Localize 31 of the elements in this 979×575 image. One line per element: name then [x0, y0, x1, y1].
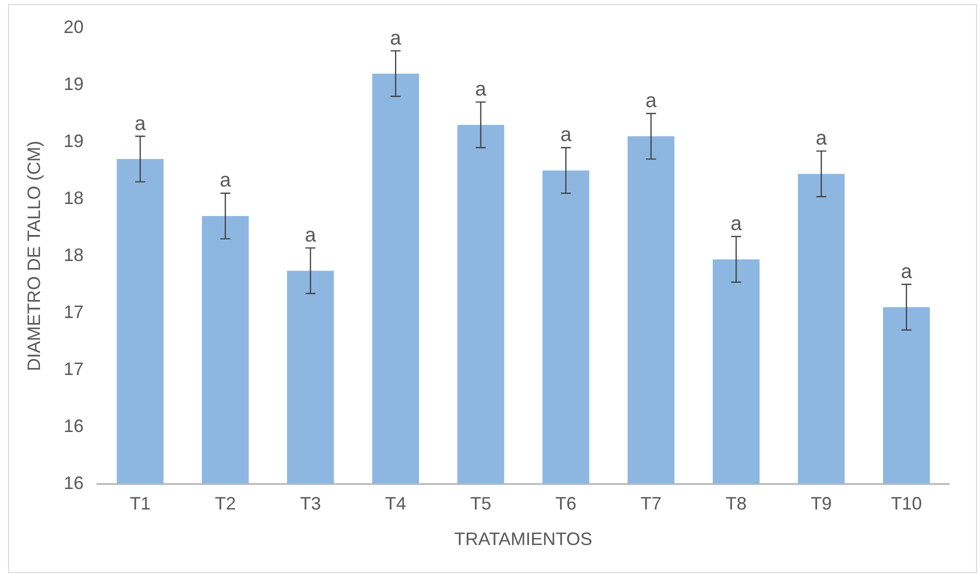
x-tick-label: T1 [130, 494, 151, 514]
y-tick-label: 20 [64, 16, 84, 37]
y-tick-label: 16 [64, 416, 84, 436]
y-tick-label: 17 [64, 302, 84, 322]
x-tick-label: T5 [470, 494, 492, 514]
x-axis-title: TRATAMIENTOS [454, 529, 592, 550]
annotation: a [730, 213, 743, 236]
annotation: a [816, 128, 828, 150]
x-tick-label: T6 [555, 494, 576, 514]
annotation: a [220, 170, 232, 192]
x-tick-label: T4 [385, 494, 406, 514]
x-tick-label: T10 [890, 494, 922, 514]
x-tick-label: T2 [214, 494, 236, 514]
annotation: a [390, 27, 402, 50]
annotation: a [475, 78, 488, 101]
y-axis-title: DIAMETRO DE TALLO (CM) [24, 140, 44, 372]
annotation: a [304, 224, 317, 246]
y-tick-label: 16 [64, 472, 84, 493]
annotation: a [645, 90, 658, 112]
x-tick-label: T3 [300, 494, 321, 514]
y-tick-label: 17 [64, 358, 84, 379]
annotation: a [560, 124, 572, 146]
x-tick-label: T7 [640, 494, 662, 514]
x-tick-label: T8 [726, 494, 747, 514]
annotation: a [134, 112, 147, 135]
y-tick-label: 18 [64, 244, 84, 265]
y-tick-label: 19 [64, 130, 84, 151]
y-tick-label: 18 [64, 188, 84, 208]
x-tick-label: T9 [810, 494, 832, 514]
annotation: a [900, 260, 913, 283]
y-tick-label: 19 [64, 74, 84, 94]
